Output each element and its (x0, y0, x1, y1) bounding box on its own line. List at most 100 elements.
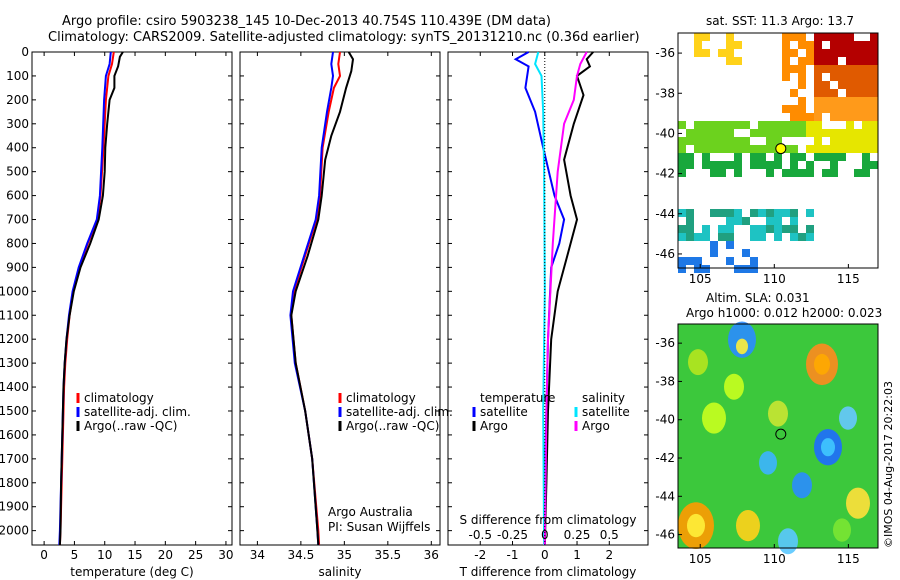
x-tick-label: 15 (127, 548, 142, 562)
y-tick-label: 1700 (0, 452, 29, 466)
sst-cell (806, 57, 814, 65)
sst-cell (742, 137, 750, 145)
sst-cell (718, 49, 726, 57)
sst-cell (830, 137, 838, 145)
sst-cell (710, 161, 718, 169)
sst-cell (846, 41, 854, 49)
sst-cell (758, 153, 766, 161)
sst-cell (766, 145, 774, 153)
sst-cell (782, 225, 790, 233)
sst-cell (774, 121, 782, 129)
sst-cell (870, 97, 878, 105)
sst-cell (854, 41, 862, 49)
sst-cell (830, 89, 838, 97)
salinity-panel: 34 34.5 35 35.5 36 salinity climatologysatelli… (239, 51, 453, 579)
sst-cell (766, 209, 774, 217)
legend-label: satellite (582, 405, 630, 419)
sst-cell (694, 265, 702, 273)
sst-cell (854, 49, 862, 57)
y-tick-label: 2000 (0, 524, 29, 538)
sst-cell (822, 49, 830, 57)
y-tick-label: 200 (6, 93, 29, 107)
x-tick-label-top: 0 (541, 528, 549, 542)
sst-cell (742, 121, 750, 129)
y-tick-label: -36 (655, 46, 675, 60)
sla-anomaly-blob (792, 472, 812, 499)
sst-cell (806, 233, 814, 241)
sst-cell (694, 257, 702, 265)
sla-anomaly-blob (736, 338, 748, 355)
sst-cell (678, 225, 686, 233)
y-tick-label: 1600 (0, 428, 29, 442)
sst-cell (758, 225, 766, 233)
sst-cell (870, 33, 878, 41)
sst-cell (814, 33, 822, 41)
sst-cell (798, 153, 806, 161)
sst-cell (822, 97, 830, 105)
sst-cell (726, 161, 734, 169)
sst-cell (870, 73, 878, 81)
sst-cell (846, 81, 854, 89)
sst-cell (694, 145, 702, 153)
sst-cell (686, 217, 694, 225)
x-tick-label: 20 (158, 548, 173, 562)
sst-cell (830, 97, 838, 105)
sst-cell (806, 41, 814, 49)
sla-map-panel: 105 110 115 -36 -38 -40 -42 -44 -46 (655, 321, 879, 566)
sst-cell (822, 145, 830, 153)
sst-cell (790, 161, 798, 169)
legend-title-salinity: salinity (582, 391, 625, 405)
sst-cell (830, 169, 838, 177)
sst-cell (726, 33, 734, 41)
sst-cell (678, 233, 686, 241)
sla-anomaly-blob (768, 400, 788, 427)
series-line-argo-raw-qc- (290, 51, 355, 546)
legend-label: Argo (582, 419, 610, 433)
sst-cell (870, 121, 878, 129)
y-tick-label: 1500 (0, 404, 29, 418)
sst-cell (702, 49, 710, 57)
y-tick-label: 1400 (0, 380, 29, 394)
sst-cell (678, 209, 686, 217)
sst-cell (854, 65, 862, 73)
sst-cell (814, 81, 822, 89)
x-axis-label: T difference from climatology (459, 565, 637, 579)
sst-cell (790, 153, 798, 161)
sst-cell (846, 145, 854, 153)
sst-cell (702, 153, 710, 161)
sst-cell (870, 113, 878, 121)
sst-cell (734, 209, 742, 217)
sst-cell (782, 41, 790, 49)
sst-cell (830, 57, 838, 65)
sst-cell (726, 217, 734, 225)
sst-cell (710, 121, 718, 129)
sst-cell (870, 161, 878, 169)
sst-cell (814, 105, 822, 113)
sst-cell (806, 145, 814, 153)
sst-cell (862, 169, 870, 177)
legend-label: Argo (480, 419, 508, 433)
sst-cell (766, 137, 774, 145)
x-tick-label: 2 (605, 548, 613, 562)
sst-cell (798, 57, 806, 65)
sst-cell (774, 161, 782, 169)
sst-cell (806, 121, 814, 129)
sla-anomaly-blob (846, 487, 870, 519)
sla-anomaly-blob (687, 513, 705, 538)
sst-cell (774, 129, 782, 137)
legend-label: Argo(..raw -QC) (346, 419, 439, 433)
x-tick-label: -1 (507, 548, 519, 562)
sst-cell (726, 145, 734, 153)
sst-cell (686, 233, 694, 241)
sst-cell (830, 161, 838, 169)
sst-cell (798, 81, 806, 89)
y-tick-label: 400 (6, 141, 29, 155)
sst-cell (742, 217, 750, 225)
sst-cell (830, 33, 838, 41)
x-tick-label: 10 (97, 548, 112, 562)
sst-cell (678, 169, 686, 177)
sst-cell (830, 65, 838, 73)
series-line-argo-raw-qc- (58, 51, 124, 546)
sst-cell (870, 129, 878, 137)
